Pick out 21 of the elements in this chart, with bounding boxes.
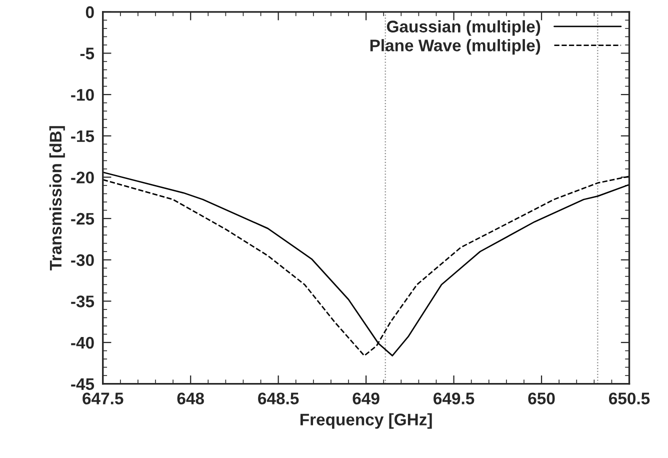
x-tick-label: 650.5 [609,392,650,404]
x-tick-label: 649 [352,392,380,404]
y-axis-title: Transmission [dB] [49,126,65,270]
y-tick-label: 0 [86,6,94,18]
x-tick-label: 647.5 [82,392,124,404]
legend-label: Gaussian (multiple) [386,20,540,36]
y-tick-label: -20 [71,172,94,184]
x-tick-label: 650 [528,392,555,404]
x-tick-label: 648 [177,392,204,404]
y-tick-label: -45 [71,378,94,390]
y-tick-label: -5 [80,48,94,60]
y-tick-label: -35 [71,296,94,308]
legend-label: Plane Wave (multiple) [370,39,540,55]
y-tick-label: -25 [71,212,94,225]
y-tick-label: -15 [71,130,94,142]
y-tick-label: -30 [71,254,94,266]
y-tick-label: -40 [71,336,94,349]
x-axis-title: Frequency [GHz] [300,413,432,429]
x-tick-label: 648.5 [258,392,299,404]
x-tick-label: 649.5 [434,392,474,404]
y-tick-label: -10 [71,88,94,101]
